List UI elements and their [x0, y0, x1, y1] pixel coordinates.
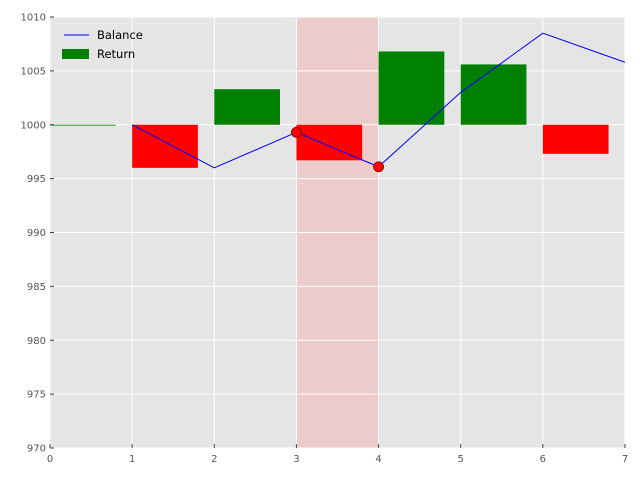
x-tick-label: 7: [622, 454, 628, 465]
legend-balance-label: Balance: [97, 28, 143, 42]
return-bar: [214, 89, 280, 125]
return-bar: [296, 124, 363, 161]
y-tick-label: 1010: [21, 13, 46, 24]
gridlines: [49, 16, 626, 449]
y-tick-label: 975: [27, 390, 46, 401]
y-tick-label: 1005: [21, 66, 46, 77]
x-axis-ticks: 0 1 2 3 4 5 6 7: [47, 444, 628, 465]
trade-marker: [291, 126, 302, 138]
legend-return-label: Return: [97, 47, 135, 61]
x-tick-label: 4: [375, 454, 381, 465]
x-tick-label: 2: [211, 454, 217, 465]
return-bar: [542, 124, 609, 154]
trade-marker: [373, 161, 384, 173]
x-tick-label: 1: [129, 454, 135, 465]
return-bar: [132, 124, 198, 168]
y-tick-label: 970: [27, 444, 46, 455]
return-bars: [50, 51, 609, 168]
y-tick-label: 980: [27, 336, 46, 347]
legend-return-swatch: [62, 49, 89, 59]
y-axis-ticks: 970 975 980 985 990 995 1000 1005 1010: [21, 13, 54, 455]
y-tick-label: 1000: [21, 120, 46, 131]
return-bar: [460, 64, 527, 125]
return-bar: [50, 124, 116, 126]
legend: Balance Return: [62, 28, 143, 61]
x-tick-label: 5: [458, 454, 464, 465]
x-tick-label: 3: [293, 454, 299, 465]
return-bar: [378, 51, 445, 125]
x-tick-label: 6: [540, 454, 546, 465]
x-tick-label: 0: [47, 454, 53, 465]
y-tick-label: 990: [27, 228, 46, 239]
y-tick-label: 985: [27, 282, 46, 293]
trade-markers: [291, 126, 384, 173]
y-tick-label: 995: [27, 174, 46, 185]
